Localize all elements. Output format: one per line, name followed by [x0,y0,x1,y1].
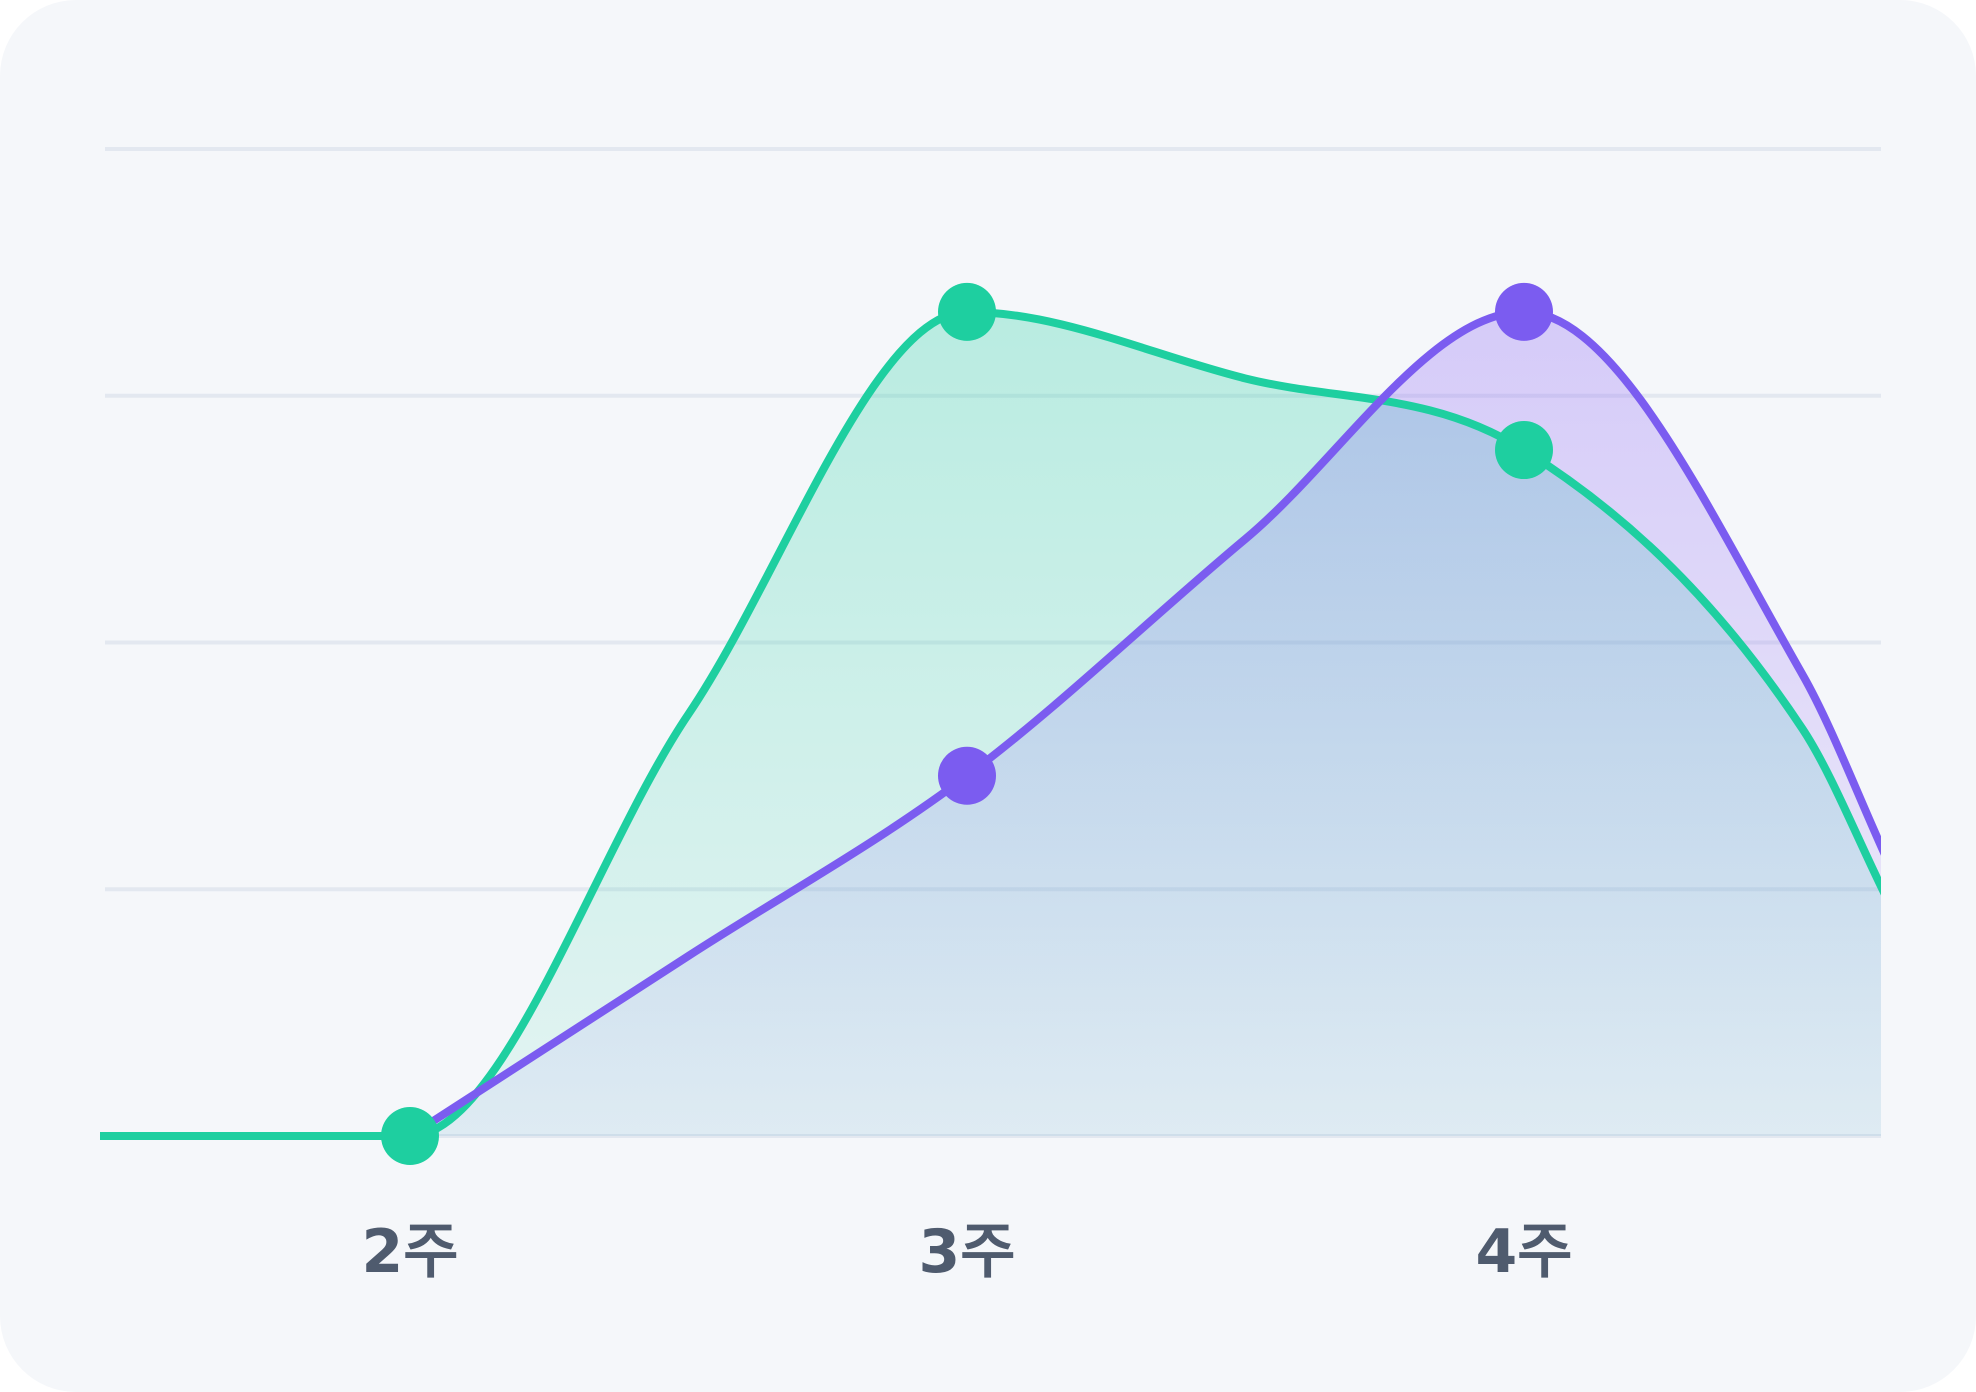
series-markers [381,282,1553,1165]
series-1-point-0[interactable] [938,746,996,805]
series-0-point-1[interactable] [938,282,996,341]
x-tick-label-2: 4주 [1476,1217,1573,1287]
series-0-line [100,307,1881,1140]
series-lines [100,307,1881,1140]
series-areas [100,311,1881,1137]
series-0-point-2[interactable] [1495,421,1553,480]
series-1-area [410,311,1881,1136]
series-1-line [407,307,1881,1140]
x-tick-label-1: 3주 [919,1217,1016,1287]
series-1-point-1[interactable] [1495,282,1553,341]
x-axis-tick-labels: 2주 3주 4주 [362,1217,1573,1287]
x-tick-label-0: 2주 [362,1217,459,1287]
series-0-point-0[interactable] [381,1107,439,1165]
